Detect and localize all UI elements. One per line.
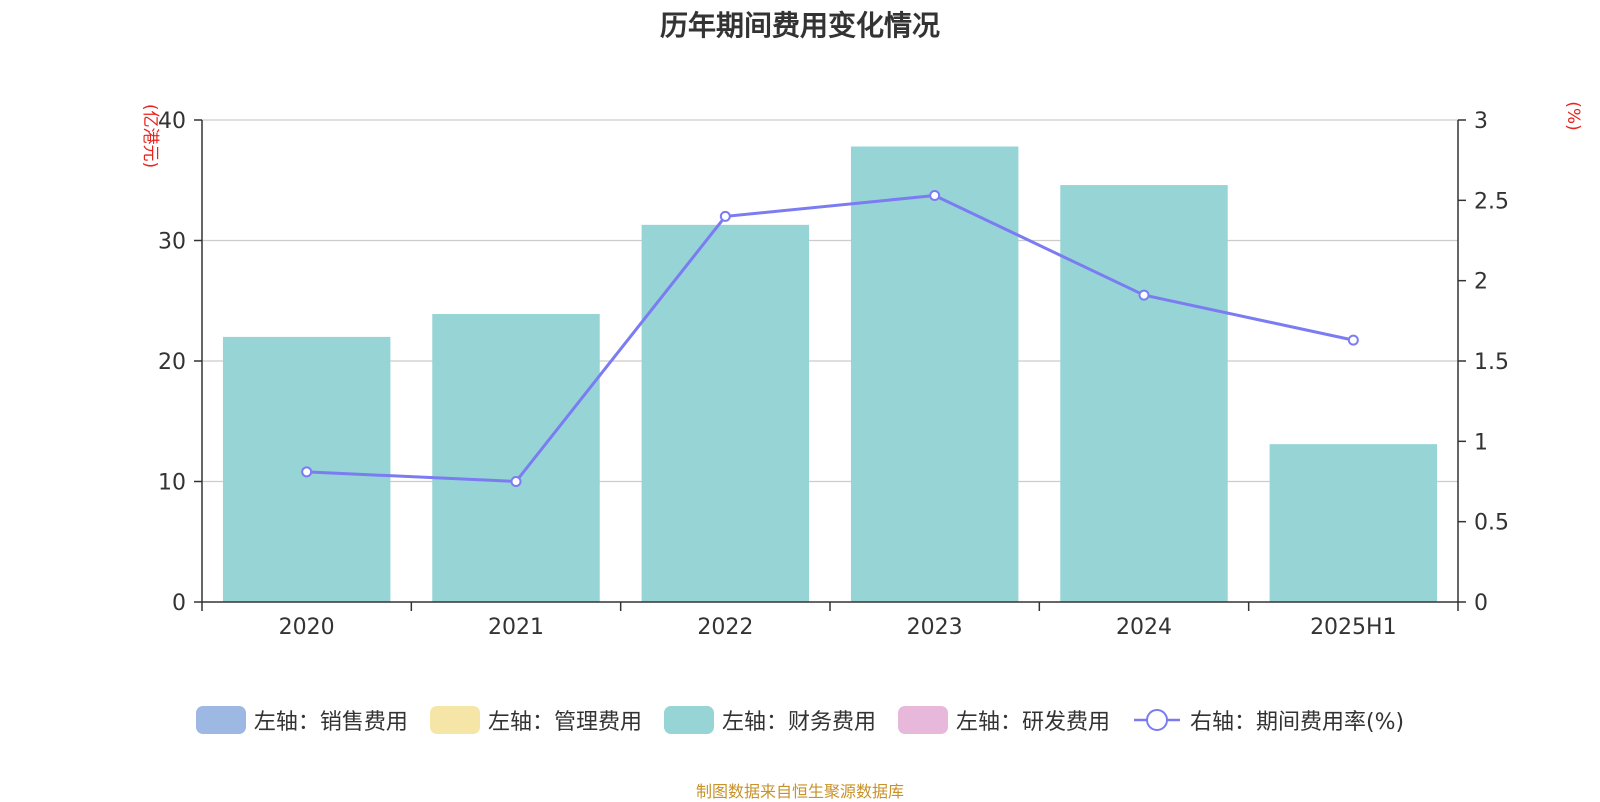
bars <box>222 146 1438 602</box>
legend-swatch <box>663 706 714 734</box>
left-tick-label: 0 <box>172 591 186 616</box>
bar <box>850 146 1019 602</box>
legend-item[interactable]: 左轴：管理费用 <box>429 704 642 736</box>
left-tick-label: 30 <box>158 230 186 255</box>
rate-point <box>510 476 522 487</box>
legend-label: 左轴：销售费用 <box>253 710 408 735</box>
rate-point <box>301 466 313 478</box>
legend-label: 左轴：管理费用 <box>487 710 642 735</box>
legend-swatch <box>195 706 246 734</box>
x-tick-label: 2023 <box>907 615 963 640</box>
rate-point <box>719 210 731 222</box>
left-tick-label: 40 <box>158 109 186 134</box>
right-tick-label: 0.5 <box>1474 511 1509 536</box>
gridlines <box>202 119 1458 483</box>
legend-label: 左轴：财务费用 <box>721 710 876 735</box>
x-tick-label: 2021 <box>488 615 544 640</box>
legend-label: 右轴：期间费用率(%) <box>1189 710 1405 735</box>
chart-title: 历年期间费用变化情况 <box>659 9 940 42</box>
source-note: 制图数据来自恒生聚源数据库 <box>695 782 904 801</box>
right-tick-label: 3 <box>1474 109 1488 134</box>
legend-line-swatch <box>1133 709 1180 731</box>
bar <box>1060 185 1228 602</box>
right-tick-label: 2.5 <box>1474 189 1509 214</box>
legend-item[interactable]: 左轴：研发费用 <box>897 704 1110 736</box>
rate-point <box>1138 289 1150 301</box>
rate-line-path <box>306 193 1354 484</box>
right-tick-label: 2 <box>1474 270 1488 295</box>
rate-point <box>929 190 941 202</box>
x-tick-label: 2020 <box>279 615 335 640</box>
left-tick-label: 20 <box>158 350 186 375</box>
x-tick-label: 2025H1 <box>1310 615 1397 640</box>
legend: 左轴：销售费用 左轴：管理费用 左轴：财务费用 左轴：研发费用 右轴：期间费用率(%) <box>0 704 1600 736</box>
right-tick-label: 1.5 <box>1474 350 1509 375</box>
right-tick-label: 1 <box>1474 430 1488 455</box>
rate-point <box>1347 334 1359 346</box>
legend-item[interactable]: 左轴：销售费用 <box>195 704 408 736</box>
x-tick-label: 2022 <box>697 615 753 640</box>
legend-item[interactable]: 左轴：财务费用 <box>663 704 876 736</box>
legend-item[interactable]: 右轴：期间费用率(%) <box>1132 704 1404 736</box>
bar <box>432 314 600 602</box>
axes: 0 10 20 30 40 0 0.5 1 1.5 2 2.5 3 2020 2021 2022 2023 20… <box>158 109 1509 640</box>
bar <box>641 224 810 602</box>
left-tick-label: 10 <box>158 471 186 496</box>
axis-labels: (亿港元) (%) <box>140 101 1583 168</box>
right-tick-label: 0 <box>1474 591 1488 616</box>
legend-swatch <box>429 706 480 734</box>
rate-line <box>301 190 1359 487</box>
x-tick-label: 2024 <box>1116 615 1172 640</box>
left-axis-unit-label: (亿港元) <box>140 104 160 168</box>
chart-plot: 0 10 20 30 40 0 0.5 1 1.5 2 2.5 3 2020 2021 2022 2023 20… <box>140 101 1583 640</box>
right-axis-unit-label: (%) <box>1563 101 1583 130</box>
legend-swatch <box>897 706 948 734</box>
bar <box>1269 444 1438 602</box>
legend-label: 左轴：研发费用 <box>955 710 1110 735</box>
